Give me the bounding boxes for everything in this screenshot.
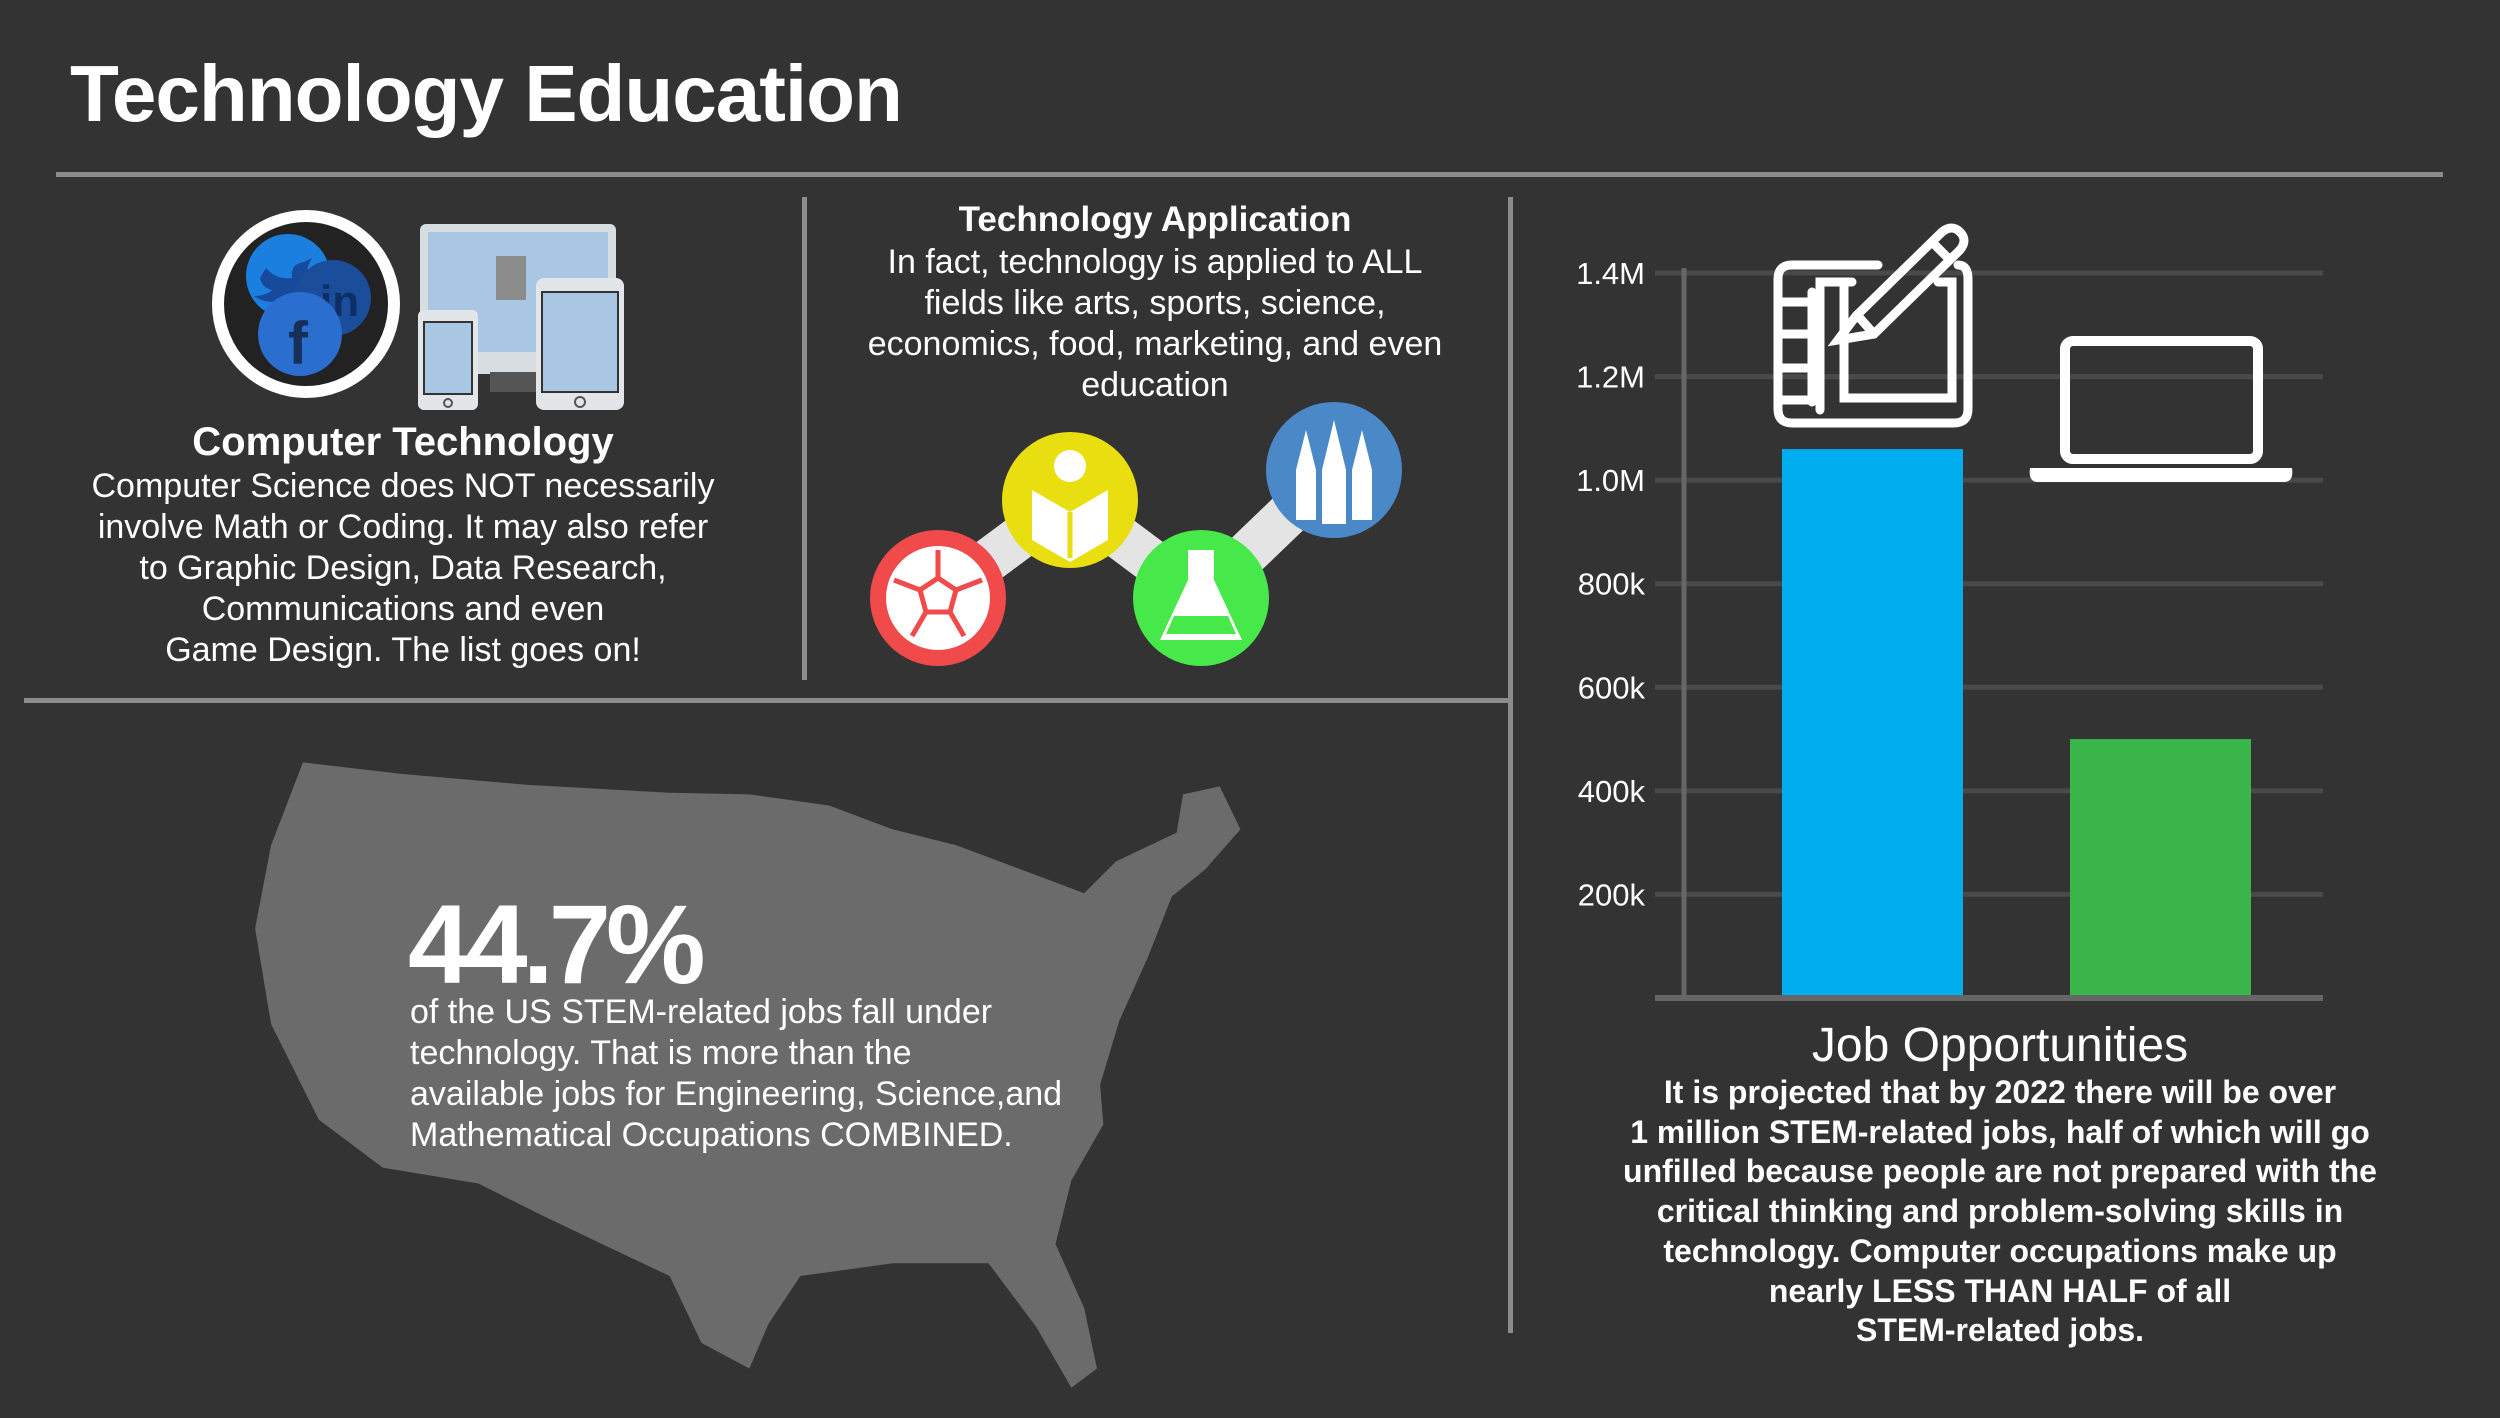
text-line: critical thinking and problem-solving sk…	[1656, 1193, 2344, 1230]
text-line: Mathematical Occupations COMBINED.	[410, 1116, 1013, 1154]
reading-book-icon	[1002, 432, 1138, 568]
text-line: unfilled because people are not prepared…	[1623, 1153, 2377, 1190]
text-line: nearly LESS THAN HALF of all	[1768, 1272, 2232, 1309]
text-line: STEM-related jobs.	[1855, 1312, 2145, 1349]
text-line: Game Design. The list goes on!	[165, 631, 641, 669]
text-line: In fact, technology is applied to ALL	[887, 243, 1423, 281]
y-tick-label: 200k	[1578, 877, 1646, 912]
job-opportunities-chart: 200k 400k 600k 800k 1.0M 1.2M 1.4M	[1576, 223, 2323, 1001]
stem-stat-body: of the US STEM-related jobs fall under t…	[410, 992, 1062, 1156]
text-line: involve Math or Coding. It may also refe…	[97, 508, 709, 546]
technology-application-body: In fact, technology is applied to ALL fi…	[820, 242, 1490, 406]
y-tick-label: 600k	[1578, 670, 1646, 705]
fields-icons	[870, 402, 1402, 666]
text-line: to Graphic Design, Data Research,	[139, 549, 667, 587]
svg-text:f: f	[288, 310, 309, 377]
bar-2	[2070, 739, 2251, 995]
social-media-icon: in f	[212, 210, 400, 398]
text-line: fields like arts, sports, science,	[924, 284, 1386, 322]
computer-technology-body: Computer Science does NOT necessarily in…	[30, 466, 776, 671]
text-line: technology. That is more than the	[410, 1034, 912, 1072]
text-line: economics, food, marketing, and even	[867, 325, 1443, 363]
job-opportunities-heading: Job Opportunities	[1811, 1019, 2189, 1072]
text-line: Communications and even	[201, 590, 605, 628]
drawing-tablet-icon	[1773, 223, 1973, 428]
text-line: Computer Science does NOT necessarily	[91, 467, 715, 505]
section-divider	[24, 698, 1510, 703]
page-title: Technology Education	[70, 49, 903, 138]
devices-icon	[418, 224, 624, 410]
facebook-icon	[258, 292, 342, 376]
y-tick-label: 1.2M	[1576, 360, 1645, 395]
stem-percentage: 44.7%	[408, 882, 706, 1007]
laptop-icon	[2029, 336, 2293, 482]
bar-1	[1782, 449, 1963, 995]
soccer-ball-icon	[870, 530, 1006, 666]
job-opportunities-body: It is projected that by 2022 there will …	[1560, 1073, 2440, 1351]
flask-icon	[1133, 530, 1269, 666]
text-line: education	[1081, 366, 1229, 404]
column-divider-left	[802, 197, 807, 680]
text-line: of the US STEM-related jobs fall under	[410, 993, 993, 1031]
connector	[924, 454, 1350, 627]
technology-application-heading: Technology Application	[958, 200, 1352, 239]
text-line: It is projected that by 2022 there will …	[1663, 1074, 2337, 1110]
art-tools-icon	[1266, 402, 1402, 538]
y-tick-label: 400k	[1578, 774, 1646, 809]
y-tick-label: 800k	[1578, 567, 1646, 602]
column-divider-right	[1508, 197, 1513, 1333]
text-line: technology. Computer occupations make up	[1663, 1232, 2337, 1269]
text-line: available jobs for Engineering, Science,…	[410, 1075, 1063, 1113]
text-line: 1 million STEM-related jobs, half of whi…	[1630, 1113, 2370, 1150]
header-divider	[56, 172, 2443, 177]
computer-technology-heading: Computer Technology	[192, 420, 614, 464]
y-tick-label: 1.0M	[1576, 463, 1645, 498]
y-tick-label: 1.4M	[1576, 256, 1645, 291]
